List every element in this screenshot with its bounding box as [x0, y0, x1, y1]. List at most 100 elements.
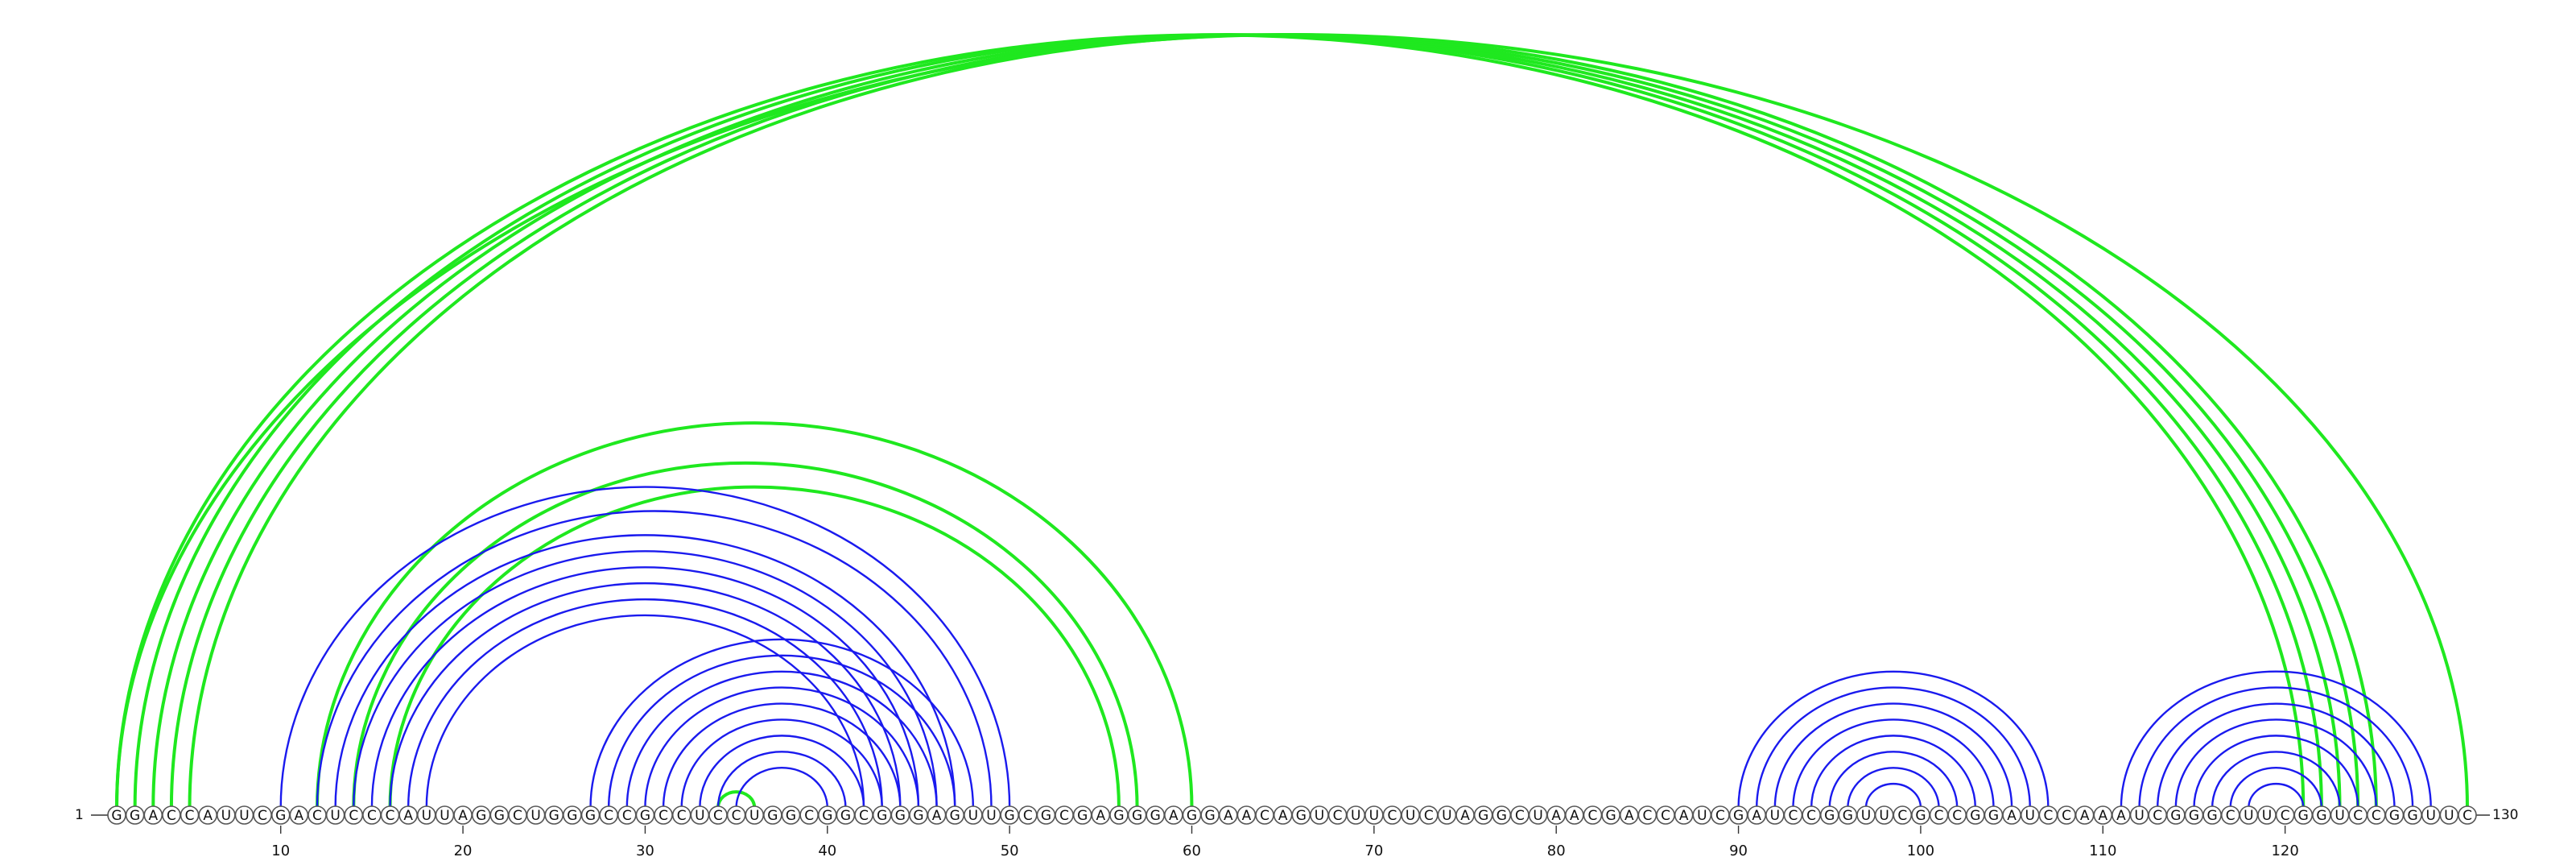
nucleotide-letter: U — [1861, 808, 1871, 824]
nucleotide-letter: G — [1606, 808, 1616, 824]
nucleotide-letter: U — [221, 808, 231, 824]
blue-pair-arc — [2138, 687, 2414, 809]
tick-label: 70 — [1364, 843, 1383, 857]
nucleotide-letter: G — [1077, 808, 1088, 824]
nucleotide: G — [2293, 805, 2314, 825]
nucleotide-letter: C — [732, 808, 741, 824]
nucleotide: G — [2184, 805, 2204, 825]
nucleotide-letter: G — [1824, 808, 1835, 824]
tick-label: 10 — [271, 843, 290, 857]
nucleotide-letter: C — [349, 808, 358, 824]
nucleotide-letter: A — [1624, 808, 1634, 824]
nucleotide: C — [2367, 805, 2386, 825]
nucleotide: U — [1692, 805, 1712, 825]
nucleotide: A — [1273, 805, 1293, 825]
nucleotide: A — [1091, 805, 1111, 825]
nucleotide-letter: C — [1023, 808, 1033, 824]
nucleotide: G — [1072, 805, 1092, 825]
nucleotide-letter: U — [1442, 808, 1451, 824]
nucleotide: A — [927, 805, 947, 825]
nucleotide: U — [1346, 805, 1366, 825]
nucleotide: G — [781, 805, 801, 825]
tick-label: 100 — [1907, 843, 1934, 857]
nucleotide: U — [1528, 805, 1548, 825]
nucleotide-letter: G — [549, 808, 559, 824]
nucleotide-letter: U — [2025, 808, 2035, 824]
blue-pair-arc — [1756, 687, 2031, 809]
nucleotide-letter: C — [2353, 808, 2363, 824]
nucleotide: U — [2257, 805, 2277, 825]
nucleotide-letter: U — [1879, 808, 1889, 824]
nucleotide: G — [471, 805, 491, 825]
nucleotide: C — [253, 805, 272, 825]
nucleotide: C — [2220, 805, 2240, 825]
nucleotide-letter: A — [203, 808, 213, 824]
tick-label: 30 — [636, 843, 654, 857]
nucleotide-letter: G — [1150, 808, 1161, 824]
nucleotide-letter: A — [1570, 808, 1579, 824]
nucleotide-letter: C — [2226, 808, 2235, 824]
nucleotide: A — [1674, 805, 1694, 825]
nucleotide: G — [1492, 805, 1512, 825]
tick-label: 90 — [1729, 843, 1748, 857]
nucleotide: G — [2202, 805, 2222, 825]
nucleotide-letter: C — [1806, 808, 1816, 824]
nucleotide-letter: G — [567, 808, 577, 824]
nucleotide: C — [726, 805, 746, 825]
nucleotide-letter: C — [258, 808, 267, 824]
nucleotide: U — [2439, 805, 2459, 825]
nucleotide: C — [1947, 805, 1967, 825]
nucleotide-letter: G — [2389, 808, 2400, 824]
nucleotide-letter: G — [2298, 808, 2309, 824]
nucleotide-letter: G — [2207, 808, 2218, 824]
nucleotide: G — [890, 805, 910, 825]
nucleotide: C — [2148, 805, 2167, 825]
nucleotide: A — [453, 805, 473, 825]
nucleotide-circle — [2458, 805, 2477, 825]
nucleotide: G — [2384, 805, 2405, 825]
nucleotide-letter: U — [1770, 808, 1780, 824]
nucleotide: C — [308, 805, 327, 825]
blue-pair-arc — [699, 735, 865, 809]
nucleotide-letter: G — [130, 808, 140, 824]
nucleotide: A — [1164, 805, 1183, 825]
nucleotide: G — [1200, 805, 1220, 825]
blue-pair-arc — [1847, 767, 1940, 809]
nucleotide-letter: C — [1715, 808, 1725, 824]
nucleotide-letter: G — [494, 808, 505, 824]
nucleotide-letter: G — [111, 808, 122, 824]
nucleotide-letter: G — [2316, 808, 2326, 824]
blue-pair-arc — [1737, 670, 2050, 809]
nucleotide-letter: U — [2444, 808, 2454, 824]
nucleotide-letter: A — [1460, 808, 1470, 824]
nucleotide-letter: U — [239, 808, 249, 824]
nucleotide: C — [362, 805, 382, 825]
nucleotide-letter: C — [1515, 808, 1525, 824]
nucleotide: C — [1055, 805, 1074, 825]
tick-label: 110 — [2089, 843, 2116, 857]
nucleotide-letter: C — [1388, 808, 1397, 824]
nucleotide: U — [2239, 805, 2259, 825]
nucleotide-letter: A — [1278, 808, 1288, 824]
nucleotide-letter: G — [2407, 808, 2417, 824]
nucleotide: U — [234, 805, 254, 825]
nucleotide-letter: C — [622, 808, 632, 824]
nucleotide-letter: U — [2426, 808, 2436, 824]
nucleotide: U — [1310, 805, 1329, 825]
nucleotide-letter: A — [2007, 808, 2017, 824]
nucleotide: U — [2129, 805, 2149, 825]
nucleotide: G — [2403, 805, 2422, 825]
nucleotide-letter: G — [640, 808, 650, 824]
blue-pair-arc — [2156, 702, 2396, 809]
nucleotide-letter: U — [2244, 808, 2253, 824]
blue-pair-arc — [1773, 702, 2013, 809]
nucleotide-letter: G — [585, 808, 596, 824]
nucleotide: A — [2002, 805, 2021, 825]
nucleotide-letter: C — [2462, 808, 2472, 824]
nucleotide-letter: U — [440, 808, 449, 824]
nucleotide-letter: G — [1733, 808, 1744, 824]
nucleotide: G — [1601, 805, 1620, 825]
nucleotide-letter: A — [1224, 808, 1233, 824]
nucleotide: C — [671, 805, 691, 825]
green-pair-arc — [115, 33, 2469, 809]
